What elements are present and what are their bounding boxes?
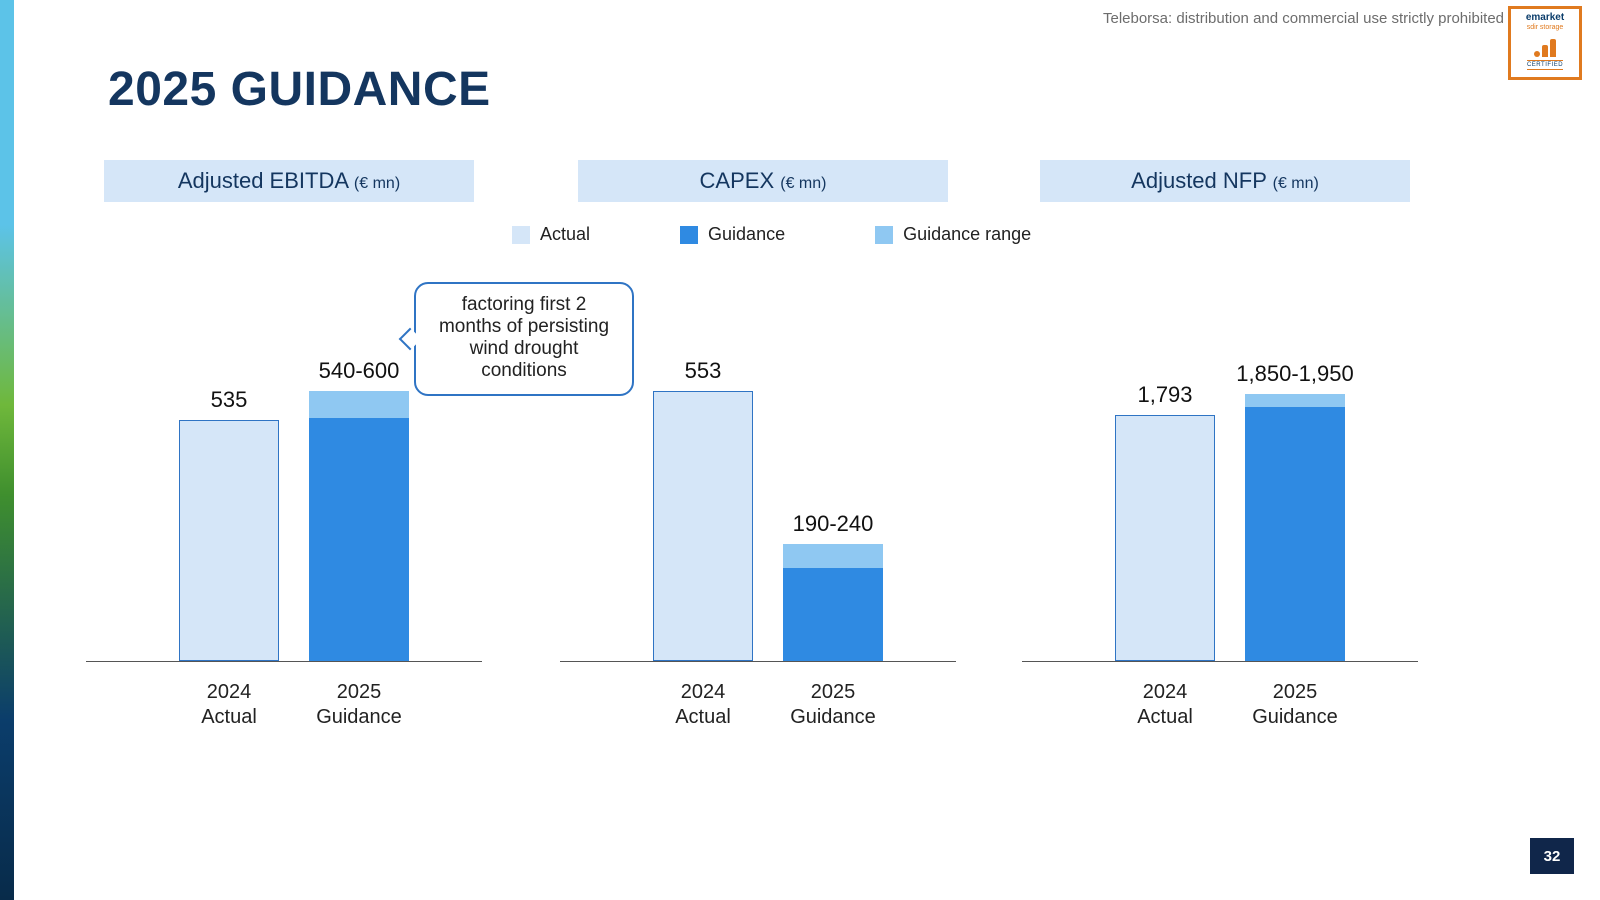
legend-label: Guidance (708, 224, 785, 245)
chart-ebitda: 5352024Actual540-6002025Guidance (86, 374, 482, 662)
x-axis (1022, 661, 1418, 662)
x-axis-label: 2025Guidance (753, 680, 913, 730)
cert-line3: CERTIFIED (1527, 60, 1563, 70)
bar-a (1115, 415, 1215, 661)
legend-swatch-range (875, 226, 893, 244)
bar-a (653, 391, 753, 661)
panel-title-capex: CAPEX (€ mn) (578, 160, 948, 202)
panel-title-text: Adjusted EBITDA (178, 168, 354, 193)
panel-title-text: Adjusted NFP (1131, 168, 1272, 193)
legend-item-guidance: Guidance (680, 224, 785, 245)
bar-segment-actual (653, 391, 753, 661)
bar-segment-range (1245, 394, 1345, 408)
bar-b (783, 544, 883, 661)
bar-segment-guidance (309, 418, 409, 661)
chart-nfp: 1,7932024Actual1,850-1,9502025Guidance (1022, 374, 1418, 662)
panel-unit: (€ mn) (354, 175, 400, 192)
legend-label: Actual (540, 224, 590, 245)
bar-segment-range (783, 544, 883, 568)
cert-line2: sdir storage (1527, 24, 1564, 31)
legend-item-range: Guidance range (875, 224, 1031, 245)
x-axis (560, 661, 956, 662)
cert-line1: emarket (1526, 13, 1564, 23)
bar-segment-actual (1115, 415, 1215, 661)
bar-segment-guidance (783, 568, 883, 661)
panel-title-nfp: Adjusted NFP (€ mn) (1040, 160, 1410, 202)
legend: Actual Guidance Guidance range (512, 224, 1031, 245)
bar-a (179, 420, 279, 661)
panel-title-ebitda: Adjusted EBITDA (€ mn) (104, 160, 474, 202)
certification-badge: emarket sdir storage CERTIFIED (1508, 6, 1582, 80)
legend-swatch-actual (512, 226, 530, 244)
bar-segment-guidance (1245, 407, 1345, 661)
callout-tail (399, 328, 422, 351)
bar-value-label: 190-240 (753, 511, 913, 537)
callout-text: factoring first 2 months of persisting w… (439, 294, 609, 381)
legend-item-actual: Actual (512, 224, 590, 245)
bar-value-label: 1,850-1,950 (1215, 361, 1375, 387)
chart-capex: 5532024Actual190-2402025Guidance (560, 374, 956, 662)
watermark-text: Teleborsa: distribution and commercial u… (1103, 10, 1504, 27)
cert-bars-icon (1534, 37, 1556, 57)
x-axis-label: 2025Guidance (1215, 680, 1375, 730)
legend-label: Guidance range (903, 224, 1031, 245)
bar-segment-range (309, 391, 409, 418)
x-axis (86, 661, 482, 662)
x-axis-label: 2025Guidance (279, 680, 439, 730)
callout-bubble: factoring first 2 months of persisting w… (414, 282, 634, 396)
bar-b (1245, 394, 1345, 661)
panel-unit: (€ mn) (1273, 175, 1319, 192)
panel-title-text: CAPEX (700, 168, 781, 193)
accent-stripe (0, 0, 14, 900)
page-number: 32 (1530, 838, 1574, 874)
bar-b (309, 391, 409, 661)
bar-segment-actual (179, 420, 279, 661)
bar-value-label: 535 (149, 387, 309, 413)
page-title: 2025 GUIDANCE (108, 62, 491, 117)
bar-value-label: 553 (623, 358, 783, 384)
panel-unit: (€ mn) (780, 175, 826, 192)
legend-swatch-guidance (680, 226, 698, 244)
